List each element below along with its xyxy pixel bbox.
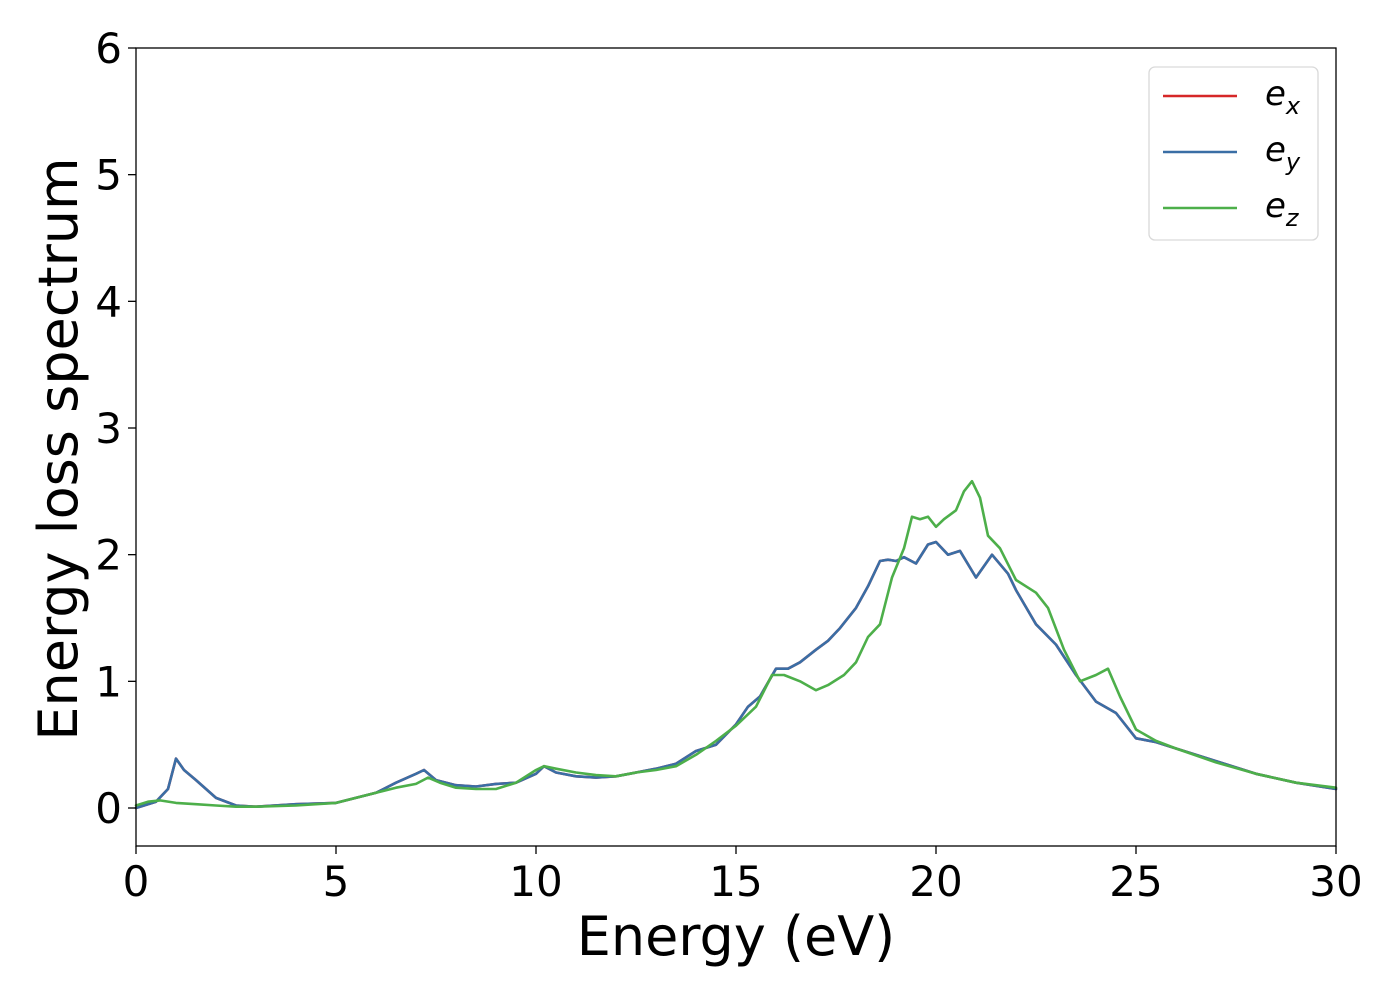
legend: ex ey ez xyxy=(1148,66,1319,241)
y-tick-label: 0 xyxy=(95,784,122,833)
x-tick-label: 25 xyxy=(1109,857,1162,906)
x-tick-label: 20 xyxy=(909,857,962,906)
y-tick-label: 6 xyxy=(95,24,122,73)
x-tick-label: 15 xyxy=(709,857,762,906)
y-tick-label: 4 xyxy=(95,277,122,326)
x-axis-ticks: 0 5 10 15 20 25 30 xyxy=(123,846,1363,906)
y-tick-label: 5 xyxy=(95,151,122,200)
x-axis-label: Energy (eV) xyxy=(577,905,896,968)
legend-label-y: ey xyxy=(1265,130,1301,176)
legend-label-z: ez xyxy=(1265,186,1300,232)
x-tick-label: 0 xyxy=(123,857,150,906)
y-tick-label: 3 xyxy=(95,404,122,453)
series-line-z xyxy=(134,479,1338,809)
y-axis-label: Energy loss spectrum xyxy=(27,157,90,740)
series-layer xyxy=(134,479,1338,810)
x-tick-label: 30 xyxy=(1309,857,1362,906)
y-tick-label: 1 xyxy=(95,657,122,706)
x-tick-label: 10 xyxy=(509,857,562,906)
y-axis-ticks: 0 1 2 3 4 5 6 xyxy=(95,24,136,833)
legend-label-x: ex xyxy=(1265,74,1301,120)
legend-box xyxy=(1148,66,1319,241)
y-tick-label: 2 xyxy=(95,531,122,580)
x-tick-label: 5 xyxy=(323,857,350,906)
